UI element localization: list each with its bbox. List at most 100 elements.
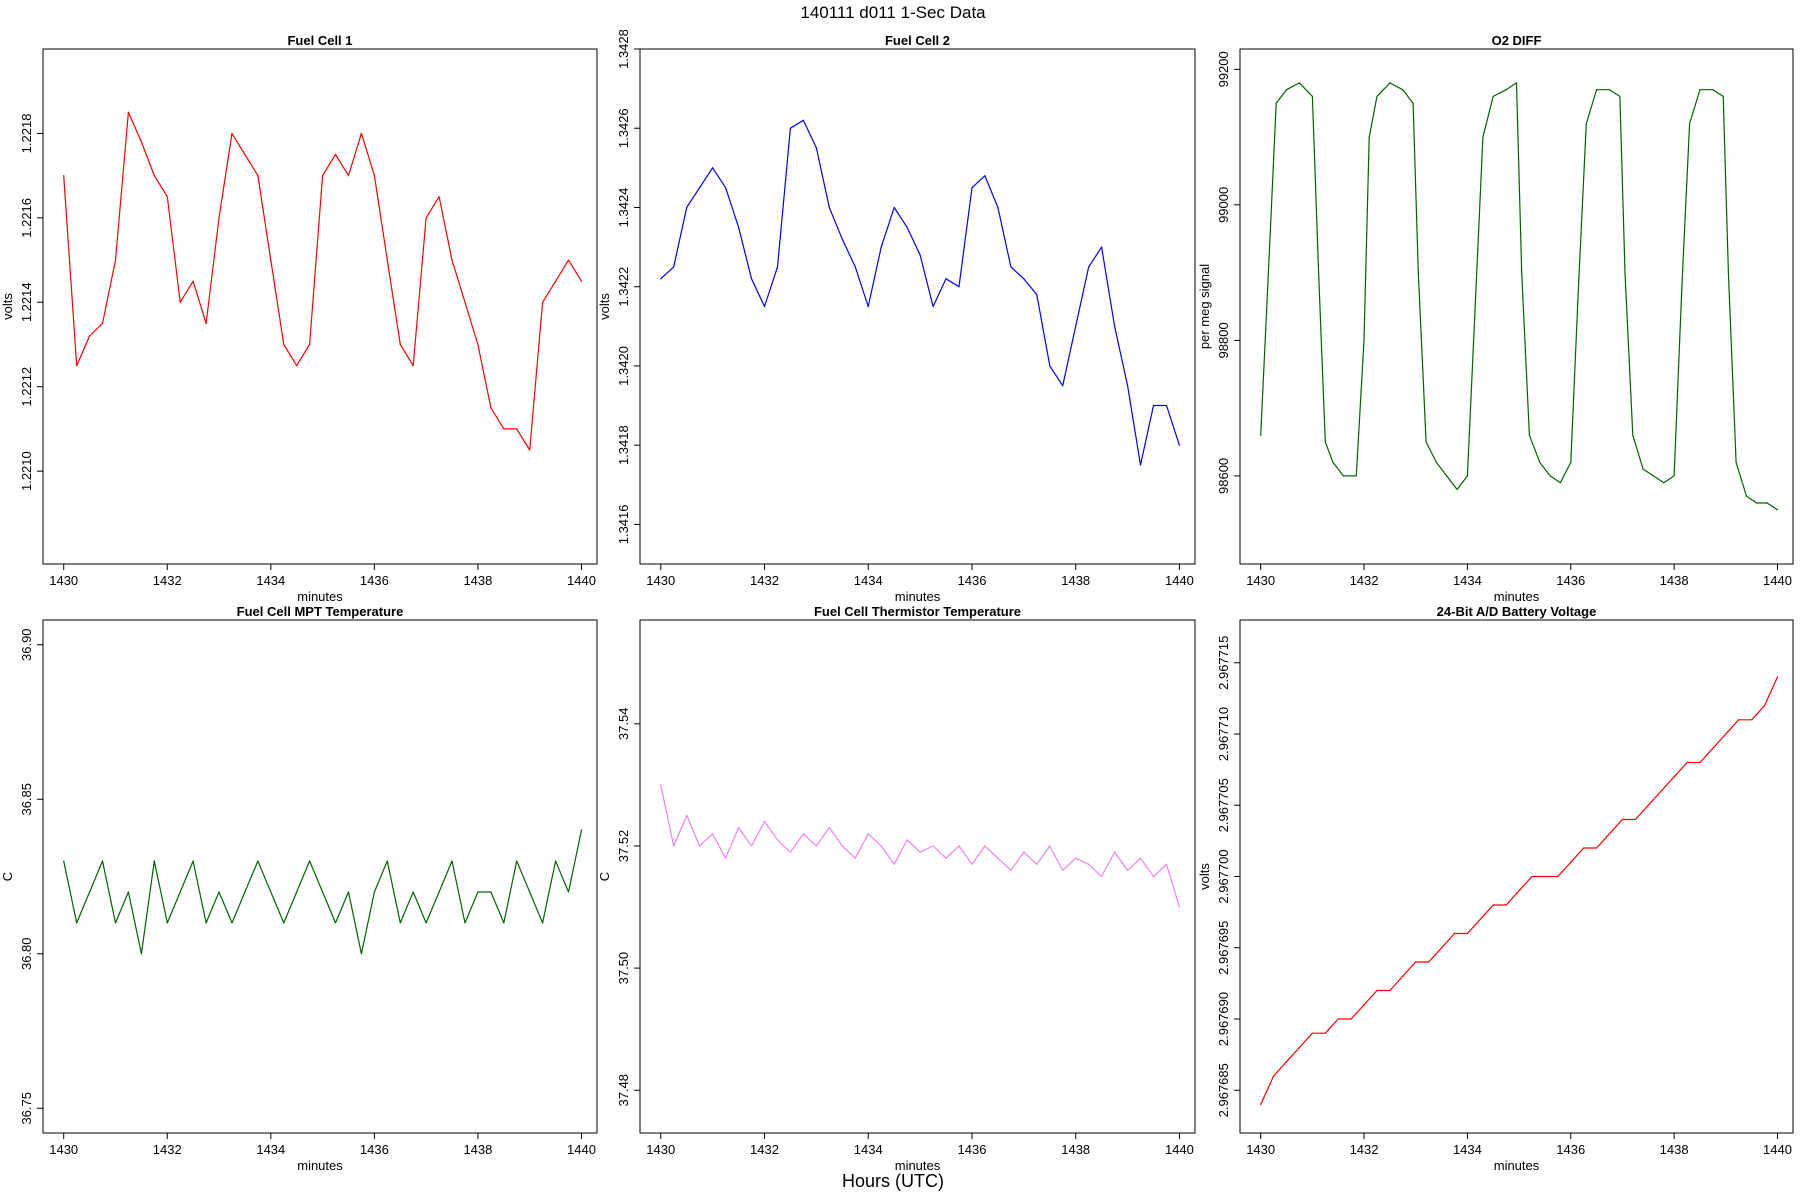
x-tick-label: 1434 (256, 1142, 285, 1157)
data-point (360, 953, 363, 955)
data-point (542, 301, 544, 303)
data-point (1570, 861, 1572, 863)
data-point (1376, 95, 1378, 98)
data-point (1317, 272, 1320, 274)
y-axis-label: C (0, 872, 15, 881)
data-point (283, 343, 285, 346)
data-point (1722, 95, 1724, 98)
data-point (1036, 863, 1038, 865)
data-point (919, 851, 921, 853)
data-point (712, 833, 714, 835)
data-point (1660, 790, 1662, 792)
data-point (386, 860, 388, 862)
data-point (1763, 704, 1766, 707)
data-point (399, 343, 401, 346)
y-tick-label: 1.2214 (19, 282, 34, 322)
x-tick-label: 1430 (646, 1142, 675, 1157)
chart-title: O2 DIFF (1492, 33, 1542, 48)
data-point (906, 839, 908, 841)
data-point (945, 278, 947, 280)
data-point (1738, 719, 1740, 721)
data-point (1260, 1103, 1262, 1106)
data-point (1570, 461, 1572, 463)
data-point (984, 175, 986, 177)
data-point (867, 305, 869, 308)
data-point (244, 891, 246, 893)
data-point (1324, 441, 1326, 443)
data-point (1114, 851, 1116, 853)
data-point (438, 196, 440, 198)
data-point (360, 132, 363, 135)
data-point (1766, 502, 1768, 504)
chart-panel: Fuel Cell MPT Temperature 1430 1432 1434 143… (0, 604, 598, 1173)
data-point (464, 922, 466, 924)
data-point (1596, 847, 1598, 849)
data-point (63, 860, 65, 862)
data-point (1585, 122, 1587, 125)
data-point (529, 449, 531, 451)
chart-title: Fuel Cell 2 (885, 33, 950, 48)
data-point (1673, 776, 1675, 778)
data-point (1062, 869, 1064, 871)
data-point (1075, 857, 1077, 859)
data-point (1350, 1018, 1352, 1020)
data-point (737, 226, 740, 228)
x-axis-label: minutes (1494, 589, 1540, 604)
data-point (1544, 875, 1546, 878)
data-point (516, 860, 518, 862)
data-point (1272, 1075, 1275, 1077)
data-point (88, 335, 91, 337)
data-point (1642, 468, 1644, 470)
y-tick-label: 1.3416 (616, 505, 631, 545)
data-point (997, 857, 999, 859)
data-point (1036, 294, 1038, 296)
data-point (153, 860, 155, 862)
data-point (1010, 266, 1012, 268)
data-point (347, 891, 350, 893)
y-tick-label: 37.52 (616, 830, 631, 863)
data-point (1492, 95, 1494, 98)
data-point (828, 206, 830, 209)
y-axis-label: per meg signal (1197, 264, 1212, 349)
data-point (477, 343, 479, 346)
data-point (1428, 961, 1430, 963)
data-point (880, 845, 882, 847)
data-point (1632, 434, 1634, 436)
data-point (1727, 272, 1729, 274)
data-point (321, 891, 324, 893)
data-point (1363, 1004, 1365, 1006)
data-point (218, 217, 220, 219)
data-point (1479, 918, 1481, 920)
data-point (1088, 266, 1090, 268)
series-line (63, 111, 583, 451)
data-point (789, 851, 792, 853)
data-point (1023, 278, 1025, 280)
data-point (179, 891, 181, 893)
y-tick-label: 98600 (1216, 458, 1231, 494)
y-tick-label: 2.967705 (1216, 778, 1231, 832)
y-axis-label: volts (1197, 863, 1212, 890)
data-point (1712, 89, 1714, 91)
x-tick-label: 1430 (646, 573, 675, 588)
data-point (1298, 1046, 1301, 1049)
data-point (776, 266, 779, 268)
data-point (1285, 1061, 1288, 1063)
x-tick-label: 1438 (463, 1142, 492, 1157)
data-point (1324, 1032, 1326, 1034)
data-point (1751, 719, 1753, 721)
y-tick-label: 1.3428 (616, 29, 631, 69)
data-point (1735, 461, 1737, 463)
x-tick-label: 1432 (1350, 573, 1379, 588)
x-tick-label: 1436 (1556, 1142, 1585, 1157)
data-point (257, 860, 259, 862)
data-point (1663, 482, 1665, 484)
y-tick-label: 1.3418 (616, 425, 631, 465)
data-point (1415, 961, 1417, 963)
data-point (554, 860, 557, 862)
y-tick-label: 1.2218 (19, 114, 34, 154)
y-tick-label: 1.3420 (616, 346, 631, 386)
data-point (686, 206, 688, 209)
x-tick-label: 1438 (1061, 573, 1090, 588)
x-tick-label: 1436 (360, 573, 389, 588)
